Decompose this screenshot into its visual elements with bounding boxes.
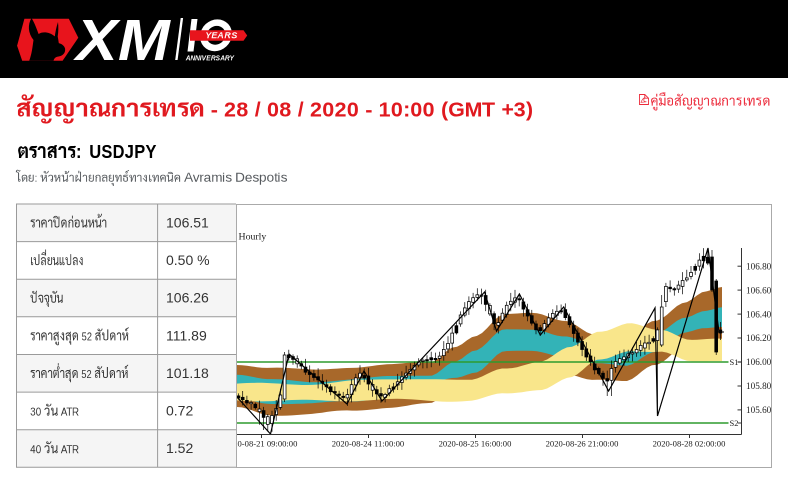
svg-text:1.52: 1.52 [166,440,193,456]
svg-text:2020-08-25 16:00:00: 2020-08-25 16:00:00 [439,439,512,449]
svg-text:2020-08-24 11:00:00: 2020-08-24 11:00:00 [332,439,404,449]
svg-text:106.80: 106.80 [746,261,772,271]
svg-text:106.00: 106.00 [746,357,772,367]
svg-text:0.72: 0.72 [166,403,193,419]
svg-text:106.20: 106.20 [746,333,772,343]
svg-text:111.89: 111.89 [166,327,207,343]
svg-text:Hourly: Hourly [239,232,267,243]
svg-text:105.60: 105.60 [746,405,772,415]
svg-text:106.26: 106.26 [166,290,209,306]
svg-text:0.50 %: 0.50 % [166,252,210,268]
svg-text:2020-08-21 09:00:00: 2020-08-21 09:00:00 [225,439,298,449]
svg-text:105.80: 105.80 [746,381,772,391]
svg-text:2020-08-28 02:00:00: 2020-08-28 02:00:00 [653,439,726,449]
svg-text:106.40: 106.40 [746,309,772,319]
svg-text:106.51: 106.51 [166,215,209,231]
svg-text:S2: S2 [730,418,739,428]
svg-text:S1: S1 [730,357,739,367]
svg-text:106.60: 106.60 [746,285,772,295]
svg-text:2020-08-26 21:00:00: 2020-08-26 21:00:00 [546,439,619,449]
svg-text:101.18: 101.18 [166,365,209,381]
